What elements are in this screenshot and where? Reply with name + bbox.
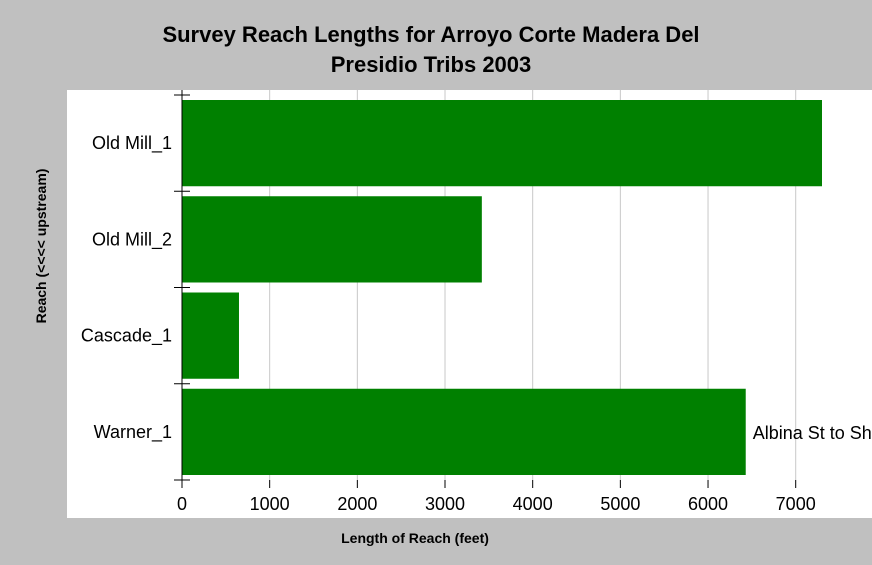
- bar-annotation: Albina St to Sh: [753, 423, 872, 443]
- x-tick-label: 6000: [688, 494, 728, 514]
- x-tick-label: 2000: [337, 494, 377, 514]
- bar: [182, 100, 822, 187]
- y-axis-title: Reach (<<<< upstream): [33, 169, 49, 324]
- x-tick-label: 5000: [600, 494, 640, 514]
- x-axis-title: Length of Reach (feet): [341, 530, 489, 546]
- bar: [182, 196, 482, 283]
- x-tick-label: 3000: [425, 494, 465, 514]
- chart-title: Survey Reach Lengths for Arroyo Corte Ma…: [0, 20, 862, 80]
- category-label: Cascade_1: [81, 326, 172, 347]
- category-label: Old Mill_2: [92, 229, 172, 250]
- axes: [174, 90, 797, 488]
- chart-title-line-1: Survey Reach Lengths for Arroyo Corte Ma…: [162, 22, 700, 47]
- category-label: Warner_1: [94, 422, 172, 443]
- x-tick-label: 7000: [776, 494, 816, 514]
- bar: [182, 292, 239, 379]
- x-tick-label: 1000: [250, 494, 290, 514]
- x-tick-label: 4000: [513, 494, 553, 514]
- category-label: Old Mill_1: [92, 133, 172, 154]
- x-tick-labels: 0 1000 2000 3000 4000 5000 6000 7000: [177, 494, 816, 514]
- bar: [182, 388, 746, 475]
- category-labels: Old Mill_1 Old Mill_2 Cascade_1 Warner_1: [81, 133, 172, 443]
- bars: [182, 100, 822, 475]
- chart-title-line-2: Presidio Tribs 2003: [330, 52, 532, 77]
- x-tick-label: 0: [177, 494, 187, 514]
- annotations: Albina St to Sh: [753, 423, 872, 443]
